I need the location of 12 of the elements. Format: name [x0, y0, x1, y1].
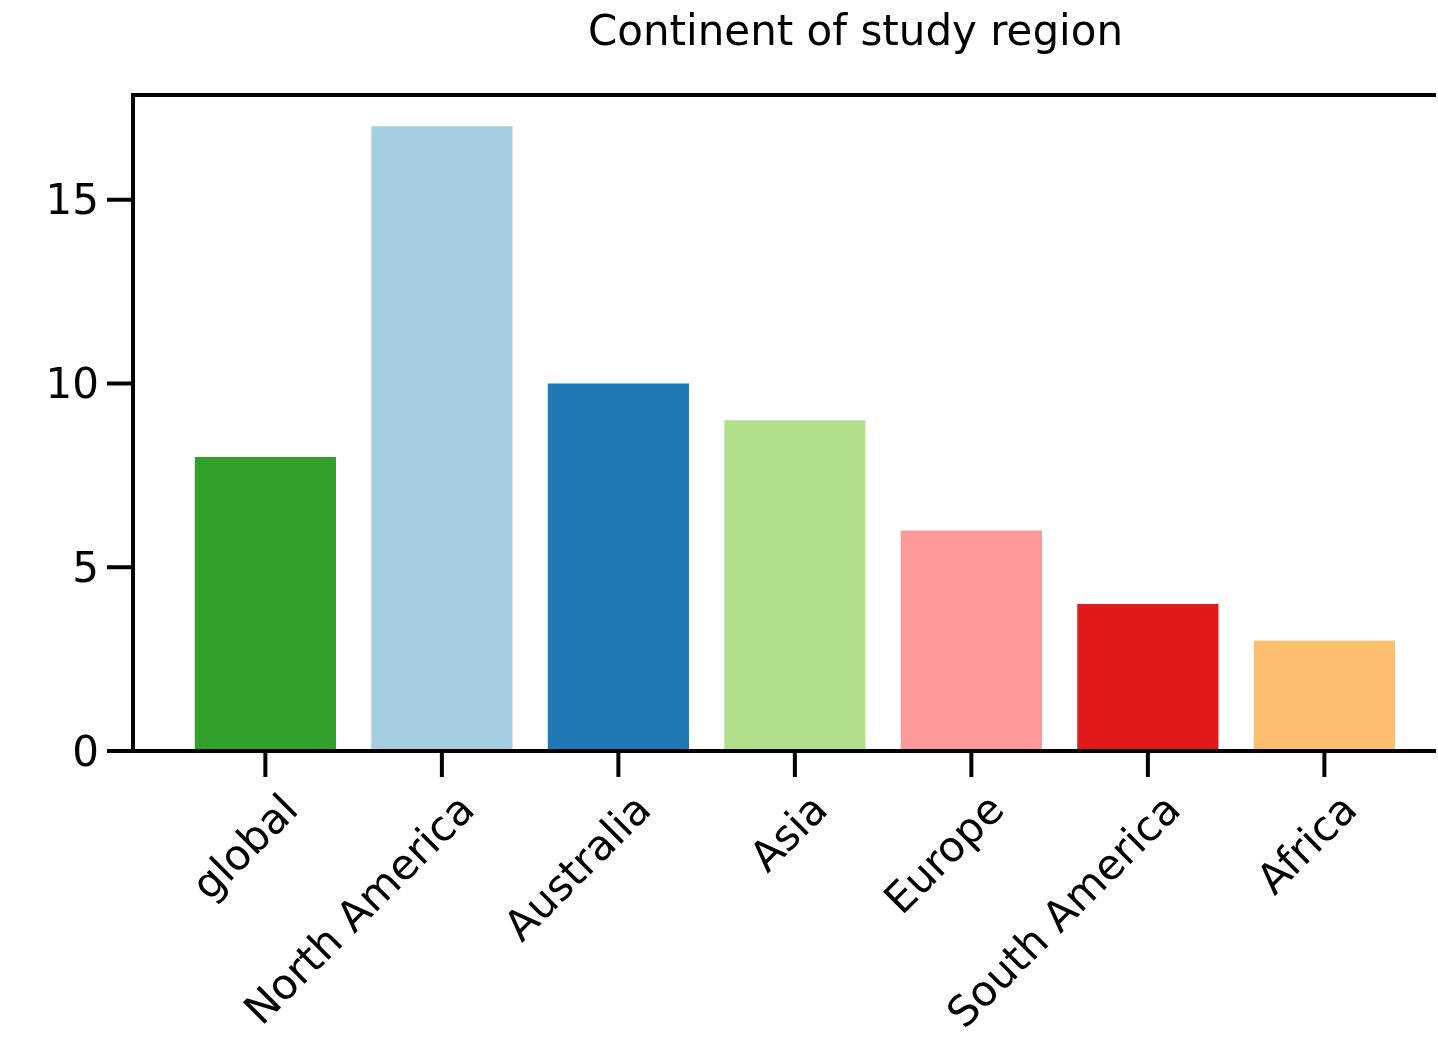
- bar: [1077, 604, 1219, 751]
- bar: [1253, 640, 1395, 751]
- y-tick-label: 15: [45, 175, 99, 225]
- bar: [900, 530, 1042, 751]
- bar: [724, 420, 866, 751]
- bar: [194, 456, 336, 751]
- bar: [547, 383, 689, 751]
- bar: [371, 126, 513, 751]
- chart-title: Continent of study region: [587, 6, 1124, 55]
- y-tick-label: 0: [72, 726, 99, 776]
- y-tick-label: 10: [45, 359, 99, 409]
- y-tick-label: 5: [72, 542, 99, 592]
